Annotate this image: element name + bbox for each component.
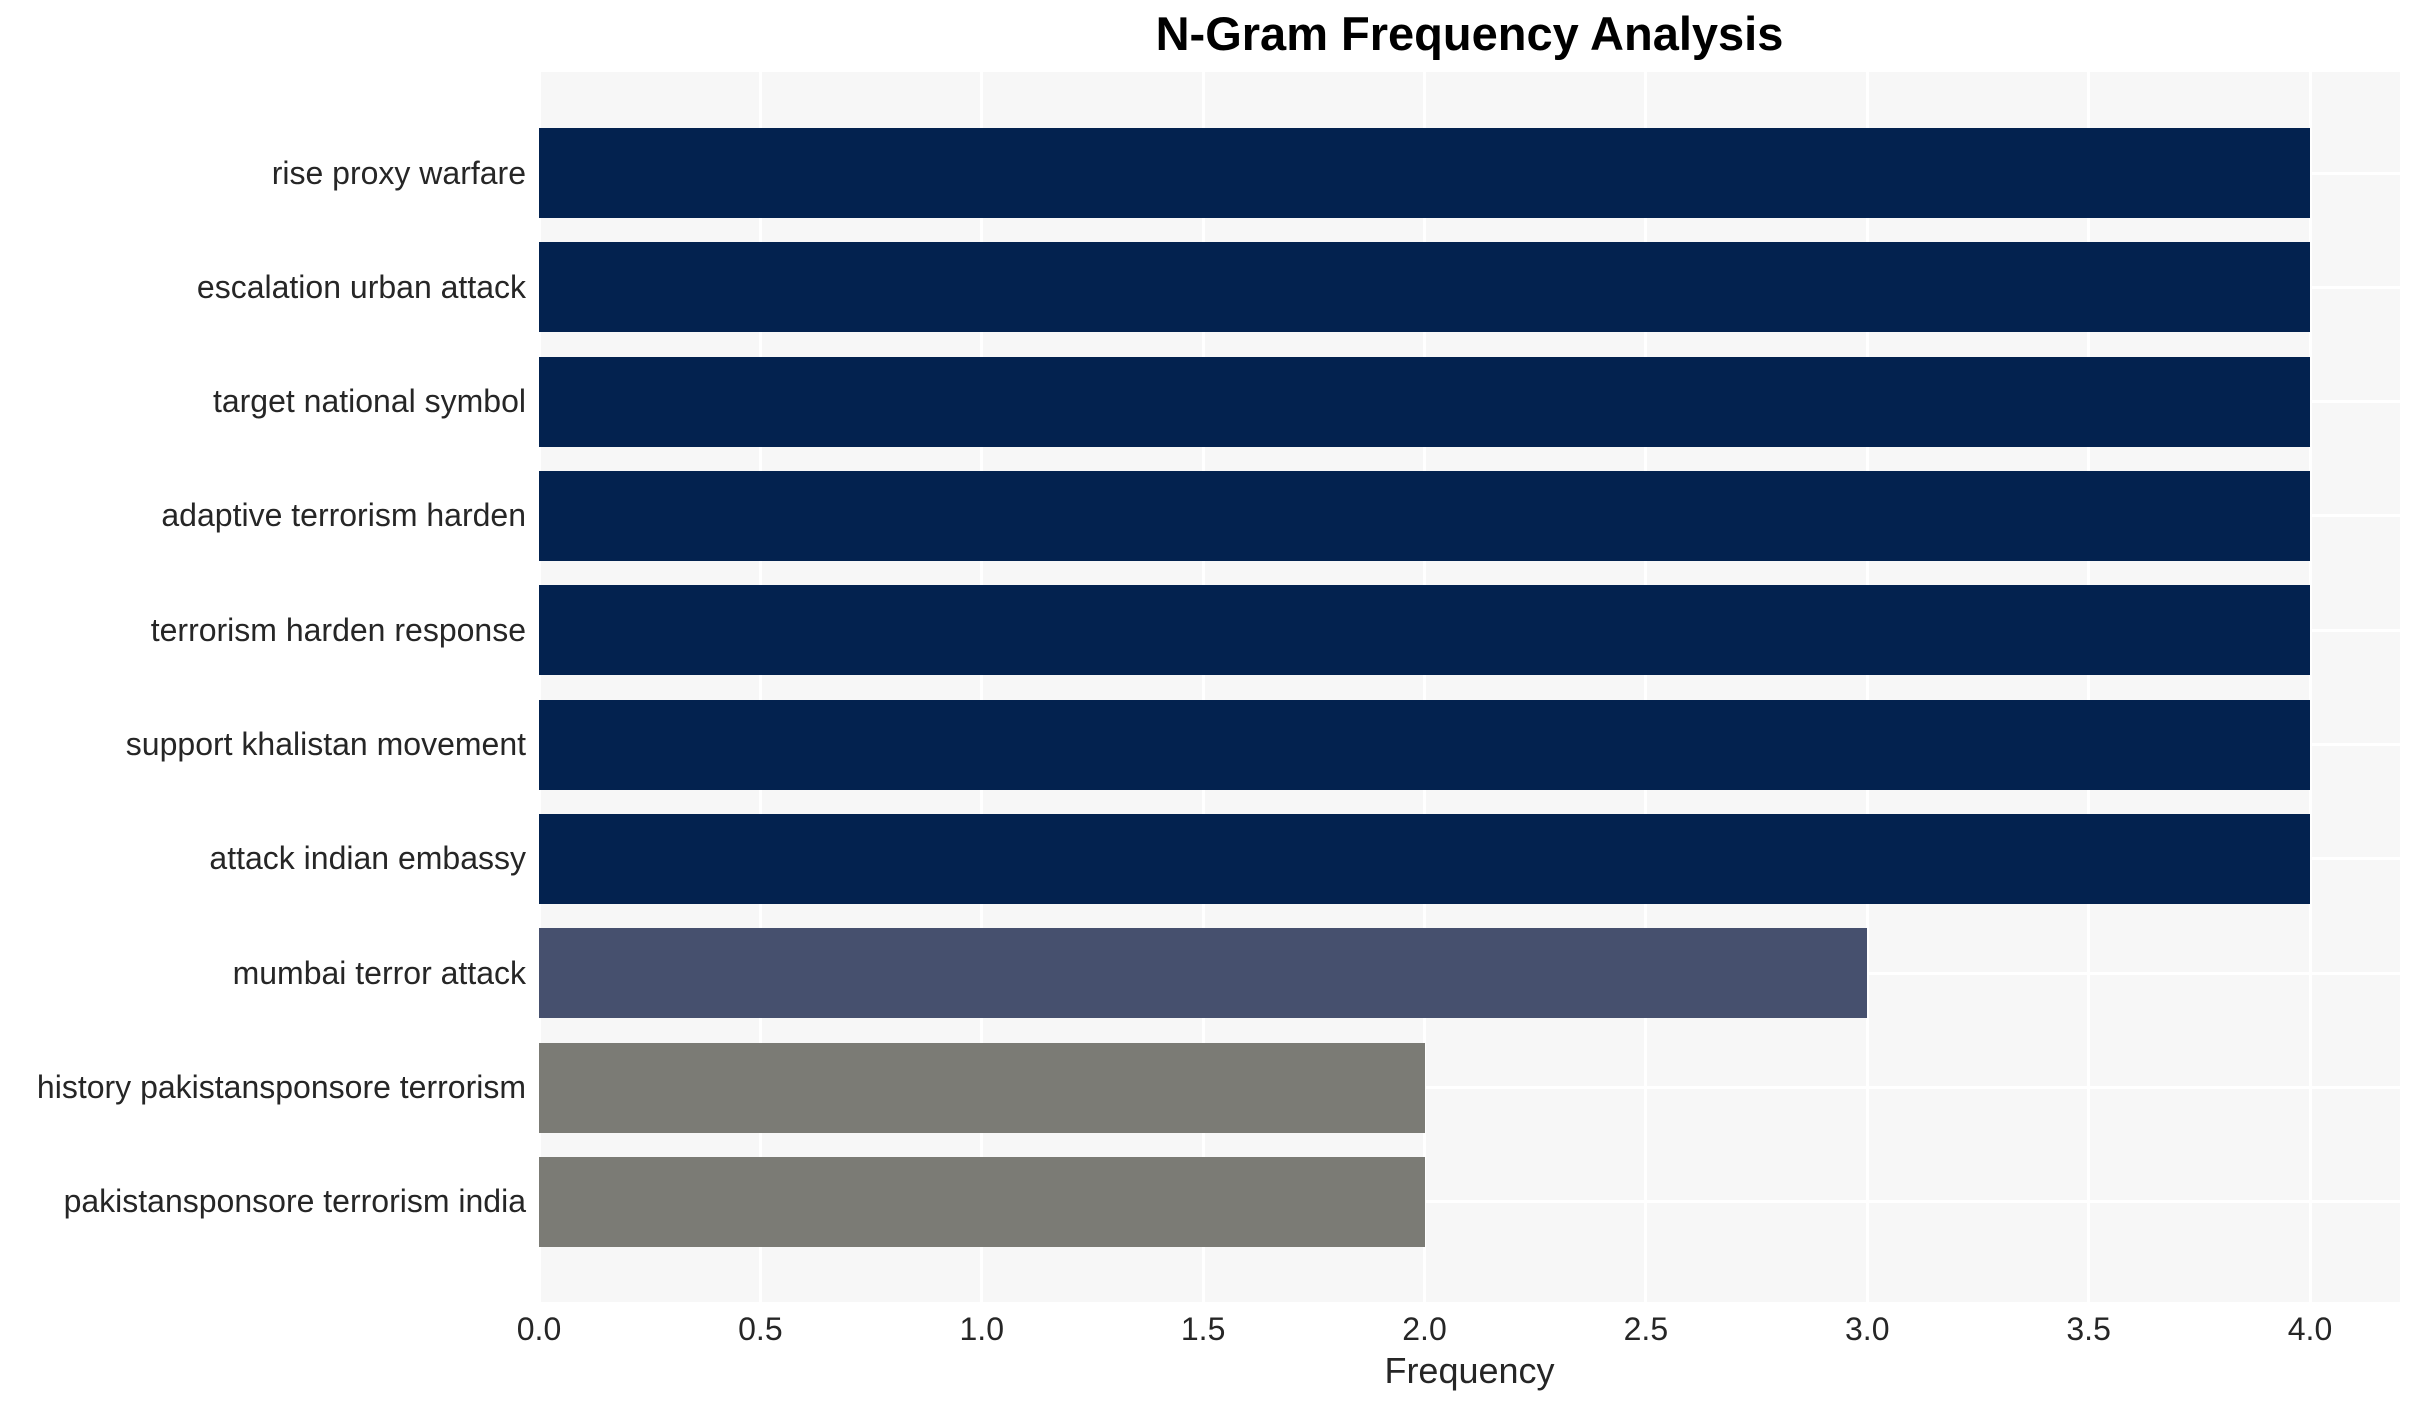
bar <box>539 813 2310 904</box>
x-tick-label: 2.0 <box>1402 1311 1447 1347</box>
y-axis-label: attack indian embassy <box>209 840 526 877</box>
gridline-vertical <box>1644 72 1648 1302</box>
bar <box>539 470 2310 561</box>
bar <box>539 928 1868 1019</box>
bar <box>539 356 2310 447</box>
gridline-vertical <box>980 72 984 1302</box>
plot-area <box>537 72 2400 1302</box>
x-tick-label: 0.0 <box>516 1311 562 1347</box>
x-tick-label: 3.5 <box>2066 1311 2111 1347</box>
y-axis-label: pakistansponsore terrorism india <box>63 1183 526 1220</box>
y-axis-label: escalation urban attack <box>196 268 526 305</box>
bar <box>539 128 2310 218</box>
x-tick-label: 1.5 <box>1180 1311 1226 1347</box>
y-axis-label: history pakistansponsore terrorism <box>36 1069 526 1106</box>
bar <box>539 242 2310 333</box>
gridline-vertical <box>2087 72 2091 1302</box>
bar <box>539 1042 1425 1133</box>
x-tick-label: 3.0 <box>1845 1311 1890 1347</box>
chart-title: N-Gram Frequency Analysis <box>1155 7 1784 60</box>
gridline-vertical <box>1865 72 1869 1302</box>
y-axis-label: adaptive terrorism harden <box>161 497 526 534</box>
bar <box>539 1156 1425 1247</box>
bar <box>539 585 2310 676</box>
gridline-horizontal <box>539 1200 2400 1204</box>
x-tick-label: 2.5 <box>1623 1311 1669 1347</box>
gridline-vertical <box>1423 72 1426 1302</box>
x-tick-label: 4.0 <box>2287 1311 2333 1347</box>
y-axis-label: target national symbol <box>212 383 526 420</box>
x-tick-label: 0.5 <box>738 1311 783 1347</box>
x-tick-label: 1.0 <box>959 1311 1004 1347</box>
x-axis-label: Frequency <box>1384 1350 1555 1391</box>
gridline-vertical <box>758 72 762 1302</box>
gridline-vertical <box>1201 72 1205 1302</box>
gridline-vertical <box>537 72 541 1302</box>
y-axis-label: terrorism harden response <box>150 611 526 648</box>
y-axis-label: mumbai terror attack <box>232 954 526 991</box>
bar <box>539 699 2310 790</box>
gridline-vertical <box>2308 72 2312 1302</box>
y-axis-label: rise proxy warfare <box>271 154 526 191</box>
gridline-horizontal <box>539 1086 2400 1090</box>
y-axis-label: support khalistan movement <box>125 726 526 763</box>
